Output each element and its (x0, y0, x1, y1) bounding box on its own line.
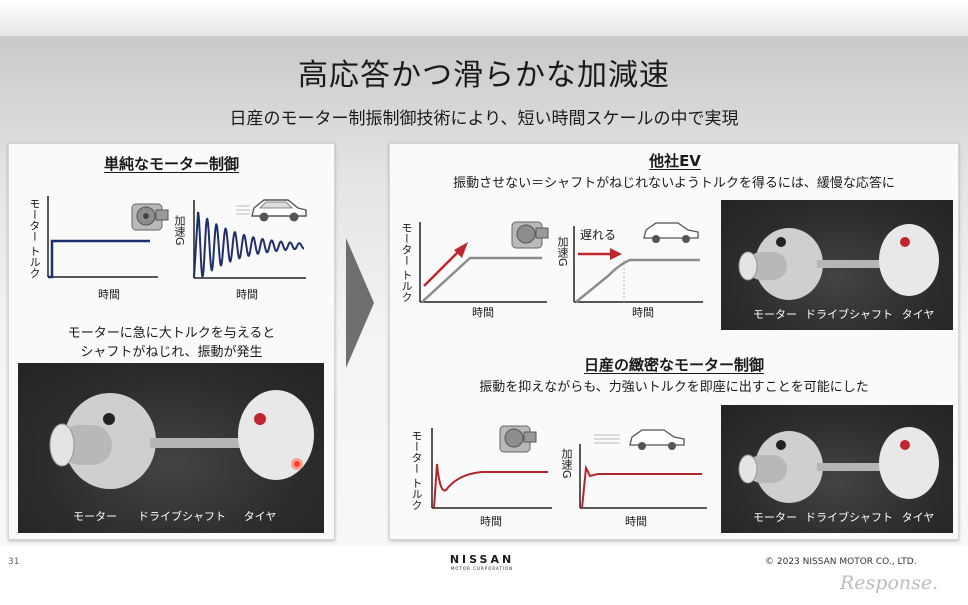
nissan-motor-label: モーター (753, 511, 797, 524)
nissan-shaft-label: ドライブシャフト (805, 511, 893, 524)
nissan-motor-unit-icon (499, 425, 537, 453)
left-torque-xlabel: 時間 (98, 288, 120, 301)
transition-arrow-icon (346, 238, 374, 368)
competitor-tire-label: タイヤ (901, 308, 935, 321)
response-watermark: Response. (840, 572, 939, 594)
top-band (0, 0, 968, 36)
left-panel-title: 単純なモーター制御 (103, 155, 239, 173)
competitor-motor-label: モーター (753, 308, 797, 321)
nissan-logo: NISSAN (449, 553, 515, 566)
left-shaft-label: ドライブシャフト (138, 510, 226, 523)
left-shaft-drawing (49, 390, 314, 489)
footer (0, 546, 968, 605)
left-accel-ylabel: 加速G (173, 215, 186, 246)
left-tire-label: タイヤ (243, 510, 277, 523)
competitor-torque-chart (419, 222, 547, 303)
slide-subtitle: 日産のモーター制振制御技術により、短い時間スケールの中で実現 (229, 109, 739, 129)
competitor-ev-description: 振動させない＝シャフトがねじれないようトルクを得るには、緩慢な応答に (453, 176, 895, 191)
competitor-accel-chart (573, 226, 703, 303)
motor-unit-icon (131, 203, 169, 231)
left-motor-label: モーター (73, 510, 117, 523)
copyright: © 2023 NISSAN MOTOR CO., LTD. (765, 557, 917, 567)
competitor-accel-xlabel: 時間 (632, 306, 654, 319)
slide-title: 高応答かつ滑らかな加減速 (298, 58, 670, 93)
nissan-tire-label: タイヤ (901, 511, 935, 524)
competitor-ev-title: 他社EV (649, 152, 701, 170)
nissan-torque-xlabel: 時間 (480, 515, 502, 528)
competitor-motor-unit-icon (511, 221, 549, 249)
nissan-control-title: 日産の緻密なモーター制御 (583, 356, 764, 374)
nissan-accel-xlabel: 時間 (625, 515, 647, 528)
competitor-torque-xlabel: 時間 (472, 306, 494, 319)
left-description-line2: シャフトがねじれ、振動が発生 (80, 345, 263, 360)
competitor-accel-ylabel: 加速G (556, 236, 569, 267)
competitor-torque-ylabel: モーター トルク (400, 222, 413, 303)
nissan-car-icon (594, 429, 685, 450)
competitor-shaft-drawing (738, 224, 939, 300)
left-torque-ylabel: モーター トルク (28, 198, 41, 279)
nissan-torque-chart (431, 428, 552, 509)
page-number: 31 (8, 557, 20, 567)
competitor-delay-annotation: 遅れる (580, 228, 617, 242)
nissan-control-description: 振動を抑えながらも、力強いトルクを即座に出すことを可能にした (479, 380, 869, 395)
nissan-accel-chart (579, 444, 707, 509)
nissan-torque-ylabel: モーター トルク (410, 430, 423, 511)
car-icon (236, 199, 307, 222)
nissan-shaft-drawing (738, 427, 939, 503)
nissan-accel-ylabel: 加速G (560, 448, 573, 479)
nissan-logo-subtitle: MOTOR CORPORATION (450, 566, 514, 571)
left-description-line1: モーターに急に大トルクを与えると (67, 326, 276, 341)
left-accel-xlabel: 時間 (236, 288, 258, 301)
left-accel-chart (193, 200, 306, 279)
competitor-shaft-label: ドライブシャフト (805, 308, 893, 321)
competitor-car-icon (643, 222, 699, 243)
left-torque-chart (47, 196, 158, 279)
